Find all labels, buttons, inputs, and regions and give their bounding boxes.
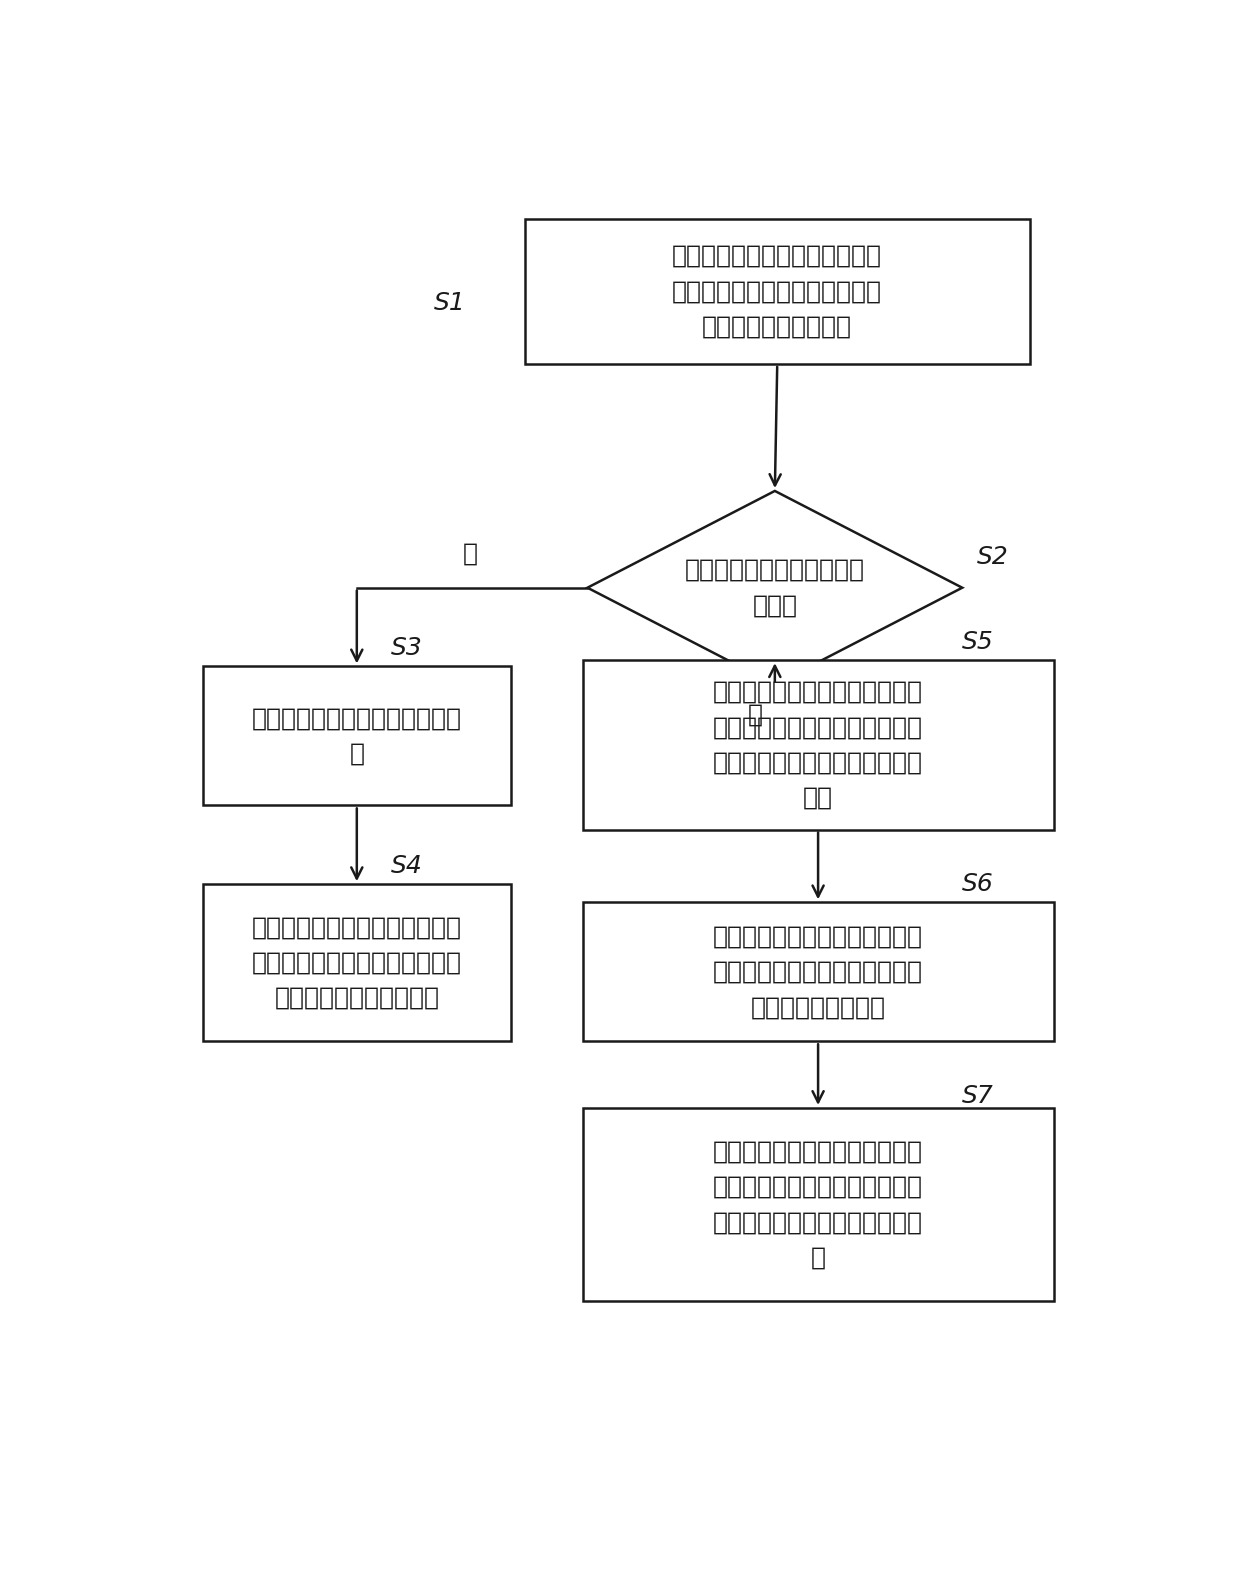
FancyBboxPatch shape — [583, 660, 1054, 829]
Text: 获取火电厂电气信息，包括开关
刀闸、母线电压、机组有功、机
组无功和机端电压信号: 获取火电厂电气信息，包括开关 刀闸、母线电压、机组有功、机 组无功和机端电压信号 — [672, 244, 882, 339]
Text: 将第一母线无功增量平均分配给
各第一控制对象，将第二母线无
功增量平均分配给各第二控制对
象: 将第一母线无功增量平均分配给 各第一控制对象，将第二母线无 功增量平均分配给各第… — [713, 1139, 923, 1269]
FancyBboxPatch shape — [203, 666, 511, 806]
FancyBboxPatch shape — [583, 1108, 1054, 1301]
Text: 根据母线电压计算全厂的无功增
量: 根据母线电压计算全厂的无功增 量 — [252, 707, 461, 765]
Polygon shape — [588, 490, 962, 685]
Text: 判断母线是并列运行还是分
裂运行: 判断母线是并列运行还是分 裂运行 — [684, 558, 864, 617]
Text: S1: S1 — [434, 292, 465, 316]
FancyBboxPatch shape — [203, 884, 511, 1042]
Text: S3: S3 — [391, 636, 422, 660]
FancyBboxPatch shape — [525, 218, 1029, 364]
Text: S4: S4 — [391, 855, 422, 878]
Text: 是: 是 — [463, 542, 477, 566]
Text: S5: S5 — [962, 630, 994, 654]
Text: 否: 否 — [748, 702, 763, 727]
Text: S2: S2 — [977, 545, 1008, 569]
Text: S7: S7 — [962, 1084, 994, 1108]
FancyBboxPatch shape — [583, 902, 1054, 1042]
Text: S6: S6 — [962, 872, 994, 895]
Text: 根据第一母线的电压计算其所需
的第一母线无功增量，并根据第
二母线的电压计算第二母线无功
增量: 根据第一母线的电压计算其所需 的第一母线无功增量，并根据第 二母线的电压计算第二… — [713, 680, 923, 811]
Text: 获取两条母线下联所有机组作为
控制对象，将全厂的无功增量平
均分配给每一个控制对象: 获取两条母线下联所有机组作为 控制对象，将全厂的无功增量平 均分配给每一个控制对… — [252, 916, 461, 1010]
Text: 统计第一母线下联机组作为第一
控制对象，统计第二母线下联机
组作为第二控制对象: 统计第一母线下联机组作为第一 控制对象，统计第二母线下联机 组作为第二控制对象 — [713, 924, 923, 1020]
